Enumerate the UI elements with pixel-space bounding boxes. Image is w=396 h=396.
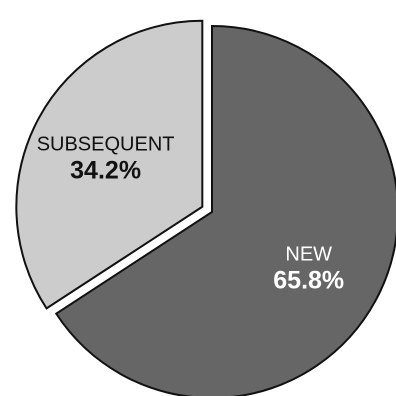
slice-percent-new: 65.8% bbox=[273, 266, 344, 294]
slice-percent-subsequent: 34.2% bbox=[70, 156, 141, 184]
pie-slice-new bbox=[54, 24, 396, 396]
slice-label-new: NEW bbox=[285, 243, 332, 265]
pie-slice-subsequent bbox=[15, 19, 204, 310]
slice-label-subsequent: SUBSEQUENT bbox=[37, 133, 175, 155]
